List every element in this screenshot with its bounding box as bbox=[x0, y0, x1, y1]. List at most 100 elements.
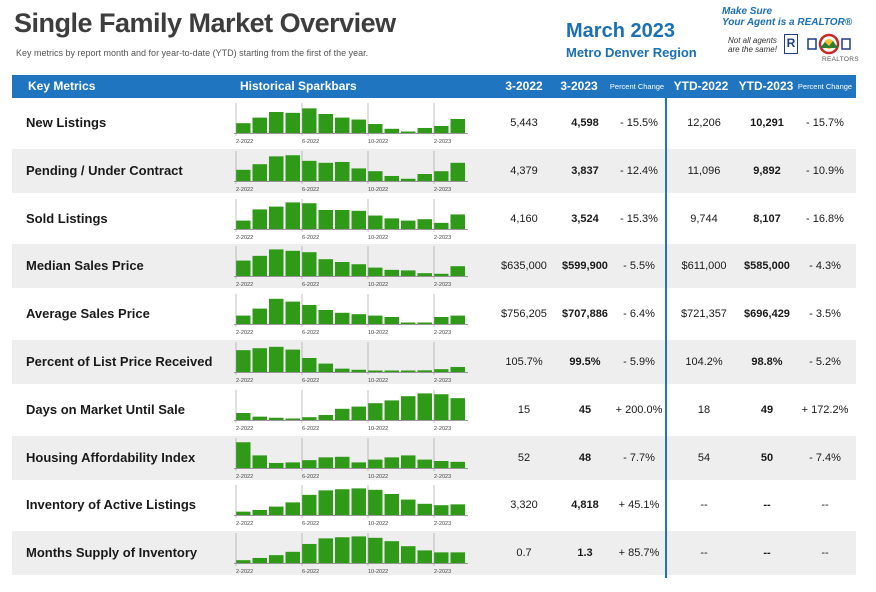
metric-prev-value: 3,320 bbox=[510, 499, 538, 512]
spark-bar bbox=[318, 310, 333, 325]
sparkbar-chart: 2-2022 6-2022 10-2022 2-2023 bbox=[234, 198, 468, 241]
metric-ytd-pct-value: - 4.3% bbox=[809, 260, 841, 273]
spark-bar bbox=[269, 555, 284, 564]
spark-axis-label: 2-2023 bbox=[434, 474, 451, 480]
spark-bar bbox=[302, 305, 317, 325]
spark-bar bbox=[236, 350, 251, 372]
spark-axis-label: 6-2022 bbox=[302, 474, 319, 480]
metric-ytd-pct-value: - 10.9% bbox=[806, 164, 844, 177]
spark-bar bbox=[285, 201, 300, 229]
spark-bar bbox=[252, 208, 267, 229]
spark-bar bbox=[417, 273, 432, 277]
metric-label: Days on Market Until Sale bbox=[26, 401, 185, 417]
sparkbar-chart: 2-2022 6-2022 10-2022 2-2023 bbox=[234, 437, 468, 480]
spark-axis-label: 10-2022 bbox=[368, 569, 388, 575]
spark-axis-label: 2-2022 bbox=[236, 474, 253, 480]
spark-bar bbox=[368, 315, 383, 325]
metric-curr-value: $707,886 bbox=[562, 308, 608, 321]
spark-axis-label: 10-2022 bbox=[368, 426, 388, 432]
metric-pct-value: - 15.5% bbox=[620, 117, 658, 129]
spark-bar bbox=[434, 274, 449, 277]
badge-note: Not all agents are the same! bbox=[728, 36, 777, 54]
page-subtitle: Key metrics by report month and for year… bbox=[16, 48, 369, 58]
realtor-r-logo: R bbox=[784, 34, 798, 54]
metric-pct-value: - 6.4% bbox=[623, 308, 655, 321]
spark-bar bbox=[252, 117, 267, 133]
spark-axis-label: 2-2023 bbox=[434, 521, 451, 527]
spark-bar bbox=[351, 210, 366, 229]
metric-pct-value: - 15.3% bbox=[620, 212, 658, 225]
metric-ytd-pct-value: - 16.8% bbox=[806, 212, 844, 225]
metric-ytd-curr-value: $585,000 bbox=[744, 260, 790, 273]
metric-ytd-prev-value: $721,357 bbox=[681, 308, 727, 321]
spark-bar bbox=[351, 264, 366, 277]
spark-axis-label: 6-2022 bbox=[302, 139, 319, 145]
spark-bar bbox=[318, 209, 333, 229]
spark-axis-label: 6-2022 bbox=[302, 569, 319, 575]
spark-bar bbox=[401, 322, 416, 325]
spark-bar bbox=[335, 161, 350, 181]
spark-bar bbox=[351, 488, 366, 516]
spark-axis-label: 2-2023 bbox=[434, 139, 451, 145]
spark-bar bbox=[368, 267, 383, 277]
spark-bar bbox=[434, 222, 449, 229]
metric-ytd-curr-value: 49 bbox=[760, 403, 774, 416]
spark-bar bbox=[384, 217, 399, 229]
metric-ytd-prev-value: 18 bbox=[697, 403, 711, 416]
metric-prev-value: 4,379 bbox=[510, 164, 538, 177]
metric-ytd-pct-value: - 3.5% bbox=[809, 308, 841, 321]
spark-axis-label: 2-2022 bbox=[236, 521, 253, 527]
spark-bar bbox=[417, 393, 432, 420]
metric-label: Sold Listings bbox=[26, 210, 108, 226]
metric-ytd-pct-value: + 172.2% bbox=[801, 403, 849, 416]
spark-bar bbox=[401, 546, 416, 564]
spark-bar bbox=[450, 119, 465, 133]
spark-bar bbox=[384, 317, 399, 325]
spark-bar bbox=[252, 348, 267, 372]
metric-curr-value: 3,837 bbox=[571, 164, 599, 177]
spark-bar bbox=[318, 490, 333, 516]
metric-ytd-prev-value: 12,206 bbox=[687, 117, 721, 129]
metric-ytd-prev-value: $611,000 bbox=[681, 260, 727, 273]
sparkbar-chart: 2-2022 6-2022 10-2022 2-2023 bbox=[234, 103, 468, 145]
metric-ytd-prev-value: 54 bbox=[697, 451, 711, 464]
spark-bar bbox=[351, 168, 366, 181]
spark-bar bbox=[368, 402, 383, 420]
spark-bar bbox=[384, 456, 399, 468]
spark-bar bbox=[450, 214, 465, 229]
metric-ytd-curr-value: $696,429 bbox=[744, 308, 790, 321]
metric-curr-value: 4,598 bbox=[571, 117, 599, 129]
spark-axis-label: 2-2022 bbox=[236, 569, 253, 575]
col-pct: Percent Change bbox=[609, 82, 665, 91]
spark-bar bbox=[236, 560, 251, 564]
badge-line-1: Make Sure bbox=[722, 6, 773, 17]
col-curr: 3-2023 bbox=[560, 79, 598, 93]
spark-bar bbox=[434, 126, 449, 133]
spark-bar bbox=[384, 494, 399, 516]
sparkbar-chart: 2-2022 6-2022 10-2022 2-2023 bbox=[234, 342, 468, 384]
spark-axis-label: 10-2022 bbox=[368, 139, 388, 145]
table-row: Average Sales Price 2-2022 6-2022 10-2022 2-… bbox=[12, 292, 856, 336]
spark-bar bbox=[335, 117, 350, 133]
spark-bar bbox=[318, 363, 333, 372]
metric-ytd-prev-value: -- bbox=[700, 547, 708, 560]
metric-ytd-curr-value: -- bbox=[763, 499, 771, 512]
table-row: Housing Affordability Index 2-2022 6-2022 1… bbox=[12, 435, 856, 480]
metric-ytd-curr-value: -- bbox=[763, 547, 771, 560]
spark-bar bbox=[368, 124, 383, 133]
spark-bar bbox=[434, 170, 449, 181]
spark-bar bbox=[401, 454, 416, 468]
spark-bar bbox=[285, 461, 300, 468]
spark-bar bbox=[318, 162, 333, 181]
spark-bar bbox=[269, 506, 284, 516]
sparkbar-chart: 2-2022 6-2022 10-2022 2-2023 bbox=[234, 389, 468, 432]
spark-bar bbox=[450, 461, 465, 468]
spark-axis-label: 2-2022 bbox=[236, 139, 253, 145]
spark-bar bbox=[252, 308, 267, 325]
metric-prev-value: 105.7% bbox=[505, 356, 543, 368]
metric-ytd-pct-value: - 15.7% bbox=[806, 117, 844, 129]
spark-bar bbox=[302, 160, 317, 181]
spark-bar bbox=[384, 128, 399, 133]
metric-prev-value: 0.7 bbox=[516, 547, 532, 560]
table-row: Inventory of Active Listings 2-2022 6-2022… bbox=[12, 483, 856, 527]
